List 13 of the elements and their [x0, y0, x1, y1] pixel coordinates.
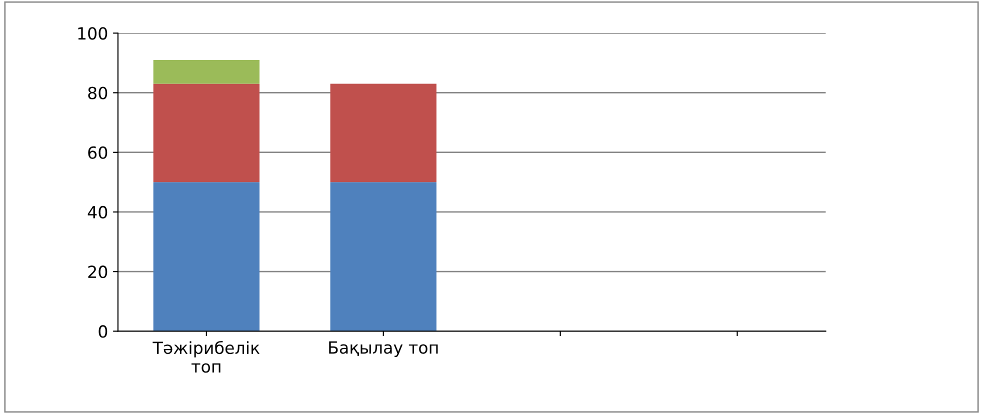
y-tick-label: 60 — [88, 146, 108, 159]
y-tick-label: 0 — [98, 325, 108, 338]
y-tick-label: 40 — [88, 206, 108, 219]
x-tick-label: Тәжірибелік топ — [152, 340, 260, 373]
y-tick-label: 100 — [78, 27, 108, 40]
bar — [153, 60, 260, 84]
bar — [153, 84, 260, 182]
bar — [330, 84, 436, 182]
y-tick-label: 80 — [88, 86, 108, 100]
x-tick-label: Бақылау топ — [329, 341, 438, 358]
bar — [153, 182, 260, 332]
y-tick-label: 20 — [88, 266, 108, 278]
bar — [330, 182, 436, 332]
